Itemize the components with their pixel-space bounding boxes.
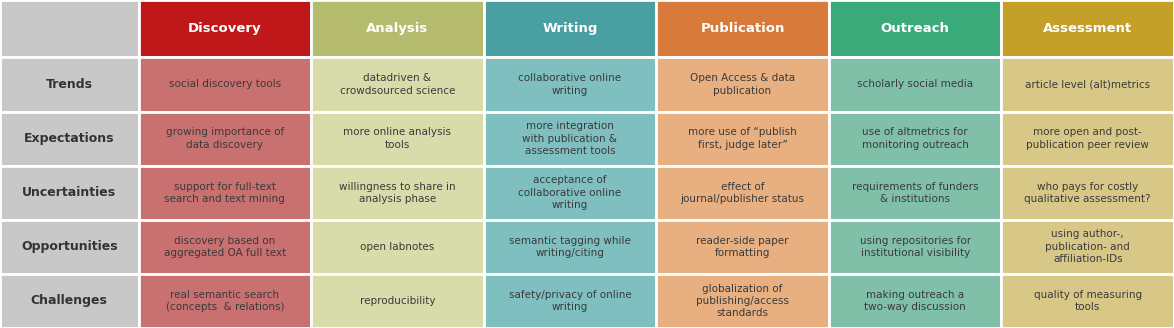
Text: article level (alt)metrics: article level (alt)metrics	[1025, 79, 1151, 90]
Text: who pays for costly
qualitative assessment?: who pays for costly qualitative assessme…	[1025, 181, 1151, 204]
Text: growing importance of
data discovery: growing importance of data discovery	[166, 127, 284, 150]
Text: making outreach a
two-way discussion: making outreach a two-way discussion	[864, 290, 966, 312]
Bar	[656, 166, 829, 220]
Text: more open and post-
publication peer review: more open and post- publication peer rev…	[1026, 127, 1149, 150]
Bar	[1001, 220, 1174, 274]
Bar	[0, 220, 139, 274]
Bar	[484, 57, 656, 112]
Text: quality of measuring
tools: quality of measuring tools	[1033, 290, 1142, 312]
Bar	[484, 166, 656, 220]
Text: reproducibility: reproducibility	[359, 296, 436, 306]
Text: Expectations: Expectations	[23, 132, 115, 145]
Bar	[829, 220, 1001, 274]
Text: scholarly social media: scholarly social media	[857, 79, 973, 90]
Text: semantic tagging while
writing/citing: semantic tagging while writing/citing	[510, 236, 630, 258]
Bar	[829, 274, 1001, 328]
Text: more integration
with publication &
assessment tools: more integration with publication & asse…	[522, 121, 618, 156]
Bar	[484, 112, 656, 166]
Bar	[656, 112, 829, 166]
Bar	[139, 274, 311, 328]
Text: social discovery tools: social discovery tools	[169, 79, 281, 90]
Bar	[0, 0, 139, 57]
Text: Publication: Publication	[701, 22, 784, 35]
Text: support for full-text
search and text mining: support for full-text search and text mi…	[164, 181, 285, 204]
Text: safety/privacy of online
writing: safety/privacy of online writing	[508, 290, 632, 312]
Text: acceptance of
collaborative online
writing: acceptance of collaborative online writi…	[519, 175, 621, 210]
Text: Uncertainties: Uncertainties	[22, 186, 116, 199]
Text: effect of
journal/publisher status: effect of journal/publisher status	[681, 181, 804, 204]
Text: Trends: Trends	[46, 78, 93, 91]
Bar	[0, 112, 139, 166]
Bar	[311, 57, 484, 112]
Bar	[0, 274, 139, 328]
Bar	[829, 166, 1001, 220]
Bar	[139, 112, 311, 166]
Text: willingness to share in
analysis phase: willingness to share in analysis phase	[339, 181, 456, 204]
Text: Outreach: Outreach	[880, 22, 950, 35]
Text: discovery based on
aggregated OA full text: discovery based on aggregated OA full te…	[163, 236, 286, 258]
Text: using repositories for
institutional visibility: using repositories for institutional vis…	[859, 236, 971, 258]
Bar	[1001, 0, 1174, 57]
Text: datadriven &
crowdsourced science: datadriven & crowdsourced science	[339, 73, 456, 96]
Bar	[139, 220, 311, 274]
Text: Assessment: Assessment	[1044, 22, 1132, 35]
Text: globalization of
publishing/access
standards: globalization of publishing/access stand…	[696, 283, 789, 318]
Text: use of altmetrics for
monitoring outreach: use of altmetrics for monitoring outreac…	[862, 127, 969, 150]
Bar	[1001, 112, 1174, 166]
Bar	[139, 0, 311, 57]
Text: Analysis: Analysis	[366, 22, 429, 35]
Bar	[484, 0, 656, 57]
Bar	[311, 112, 484, 166]
Text: more online analysis
tools: more online analysis tools	[344, 127, 451, 150]
Bar	[311, 274, 484, 328]
Text: using author-,
publication- and
affiliation-IDs: using author-, publication- and affiliat…	[1045, 229, 1131, 264]
Bar	[311, 220, 484, 274]
Bar	[0, 166, 139, 220]
Text: Opportunities: Opportunities	[21, 240, 117, 253]
Bar	[1001, 274, 1174, 328]
Text: requirements of funders
& institutions: requirements of funders & institutions	[852, 181, 978, 204]
Text: Discovery: Discovery	[188, 22, 262, 35]
Bar	[311, 0, 484, 57]
Bar	[311, 166, 484, 220]
Text: more use of “publish
first, judge later”: more use of “publish first, judge later”	[688, 127, 797, 150]
Bar	[829, 57, 1001, 112]
Text: Writing: Writing	[542, 22, 598, 35]
Bar	[1001, 166, 1174, 220]
Bar	[1001, 57, 1174, 112]
Bar	[656, 274, 829, 328]
Text: reader-side paper
formatting: reader-side paper formatting	[696, 236, 789, 258]
Bar	[484, 220, 656, 274]
Text: open labnotes: open labnotes	[360, 242, 434, 252]
Bar	[656, 0, 829, 57]
Text: real semantic search
(concepts  & relations): real semantic search (concepts & relatio…	[166, 290, 284, 312]
Bar	[139, 166, 311, 220]
Bar	[484, 274, 656, 328]
Bar	[139, 57, 311, 112]
Bar	[0, 57, 139, 112]
Bar	[829, 112, 1001, 166]
Text: collaborative online
writing: collaborative online writing	[519, 73, 621, 96]
Bar	[656, 220, 829, 274]
Text: Challenges: Challenges	[31, 295, 108, 307]
Bar	[829, 0, 1001, 57]
Text: Open Access & data
publication: Open Access & data publication	[690, 73, 795, 96]
Bar	[656, 57, 829, 112]
